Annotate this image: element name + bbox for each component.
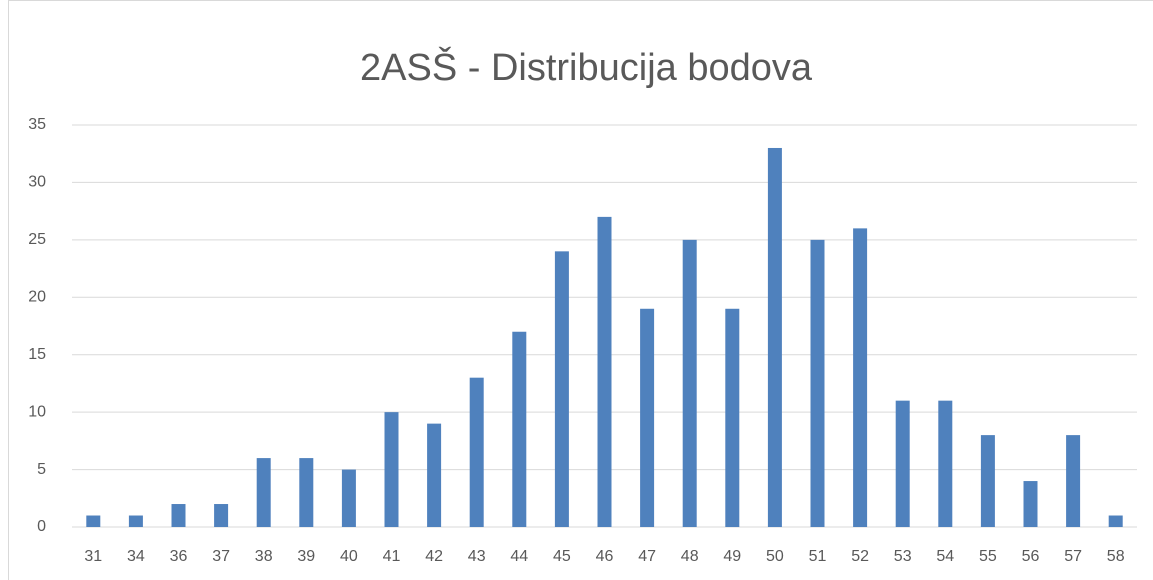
bar (980, 435, 995, 527)
x-tick-label: 42 (425, 548, 443, 565)
bar (171, 504, 186, 527)
x-tick-label: 54 (936, 548, 954, 565)
x-tick-label: 57 (1064, 548, 1082, 565)
x-tick-label: 38 (255, 548, 273, 565)
x-tick-label: 45 (553, 548, 571, 565)
x-tick-label: 39 (297, 548, 315, 565)
bar (427, 423, 442, 527)
y-tick-label: 25 (28, 231, 46, 248)
bar (554, 251, 569, 528)
bar (384, 412, 399, 527)
x-tick-label: 56 (1022, 548, 1040, 565)
bar (938, 400, 953, 527)
y-tick-label: 5 (37, 461, 46, 478)
bar (86, 515, 101, 527)
bar (1066, 435, 1081, 527)
x-tick-label: 41 (383, 548, 401, 565)
bar (853, 228, 868, 527)
x-tick-label: 34 (127, 548, 145, 565)
x-tick-label: 48 (681, 548, 699, 565)
x-tick-label: 43 (468, 548, 486, 565)
x-tick-label: 31 (84, 548, 102, 565)
x-tick-label: 40 (340, 548, 358, 565)
x-tick-label: 47 (638, 548, 656, 565)
x-tick-label: 44 (510, 548, 528, 565)
bar (597, 216, 612, 527)
y-tick-label: 30 (28, 174, 46, 191)
x-tick-label: 53 (894, 548, 912, 565)
chart-frame (8, 0, 1153, 580)
bar (1023, 481, 1038, 527)
y-tick-label: 15 (28, 346, 46, 363)
bar (512, 331, 527, 527)
bar (256, 458, 271, 527)
x-tick-label: 52 (851, 548, 869, 565)
y-tick-label: 0 (37, 518, 46, 535)
x-tick-label: 49 (723, 548, 741, 565)
bar (682, 239, 697, 527)
x-tick-label: 37 (212, 548, 230, 565)
x-tick-label: 36 (170, 548, 188, 565)
bar (299, 458, 314, 527)
x-tick-label: 55 (979, 548, 997, 565)
bar (469, 377, 484, 527)
x-tick-label: 50 (766, 548, 784, 565)
bar (214, 504, 229, 527)
bar (128, 515, 143, 527)
bar (1108, 515, 1123, 527)
x-tick-label: 46 (596, 548, 614, 565)
bar (810, 239, 825, 527)
bar (640, 308, 655, 527)
y-tick-label: 10 (28, 403, 46, 420)
chart-title: 2ASŠ - Distribucija bodova (360, 45, 813, 89)
y-tick-label: 35 (28, 116, 46, 133)
bar (341, 469, 356, 527)
x-tick-label: 51 (809, 548, 827, 565)
y-tick-label: 20 (28, 289, 46, 306)
bar (767, 147, 782, 527)
bar (895, 400, 910, 527)
x-tick-label: 58 (1107, 548, 1125, 565)
bar (725, 308, 740, 527)
